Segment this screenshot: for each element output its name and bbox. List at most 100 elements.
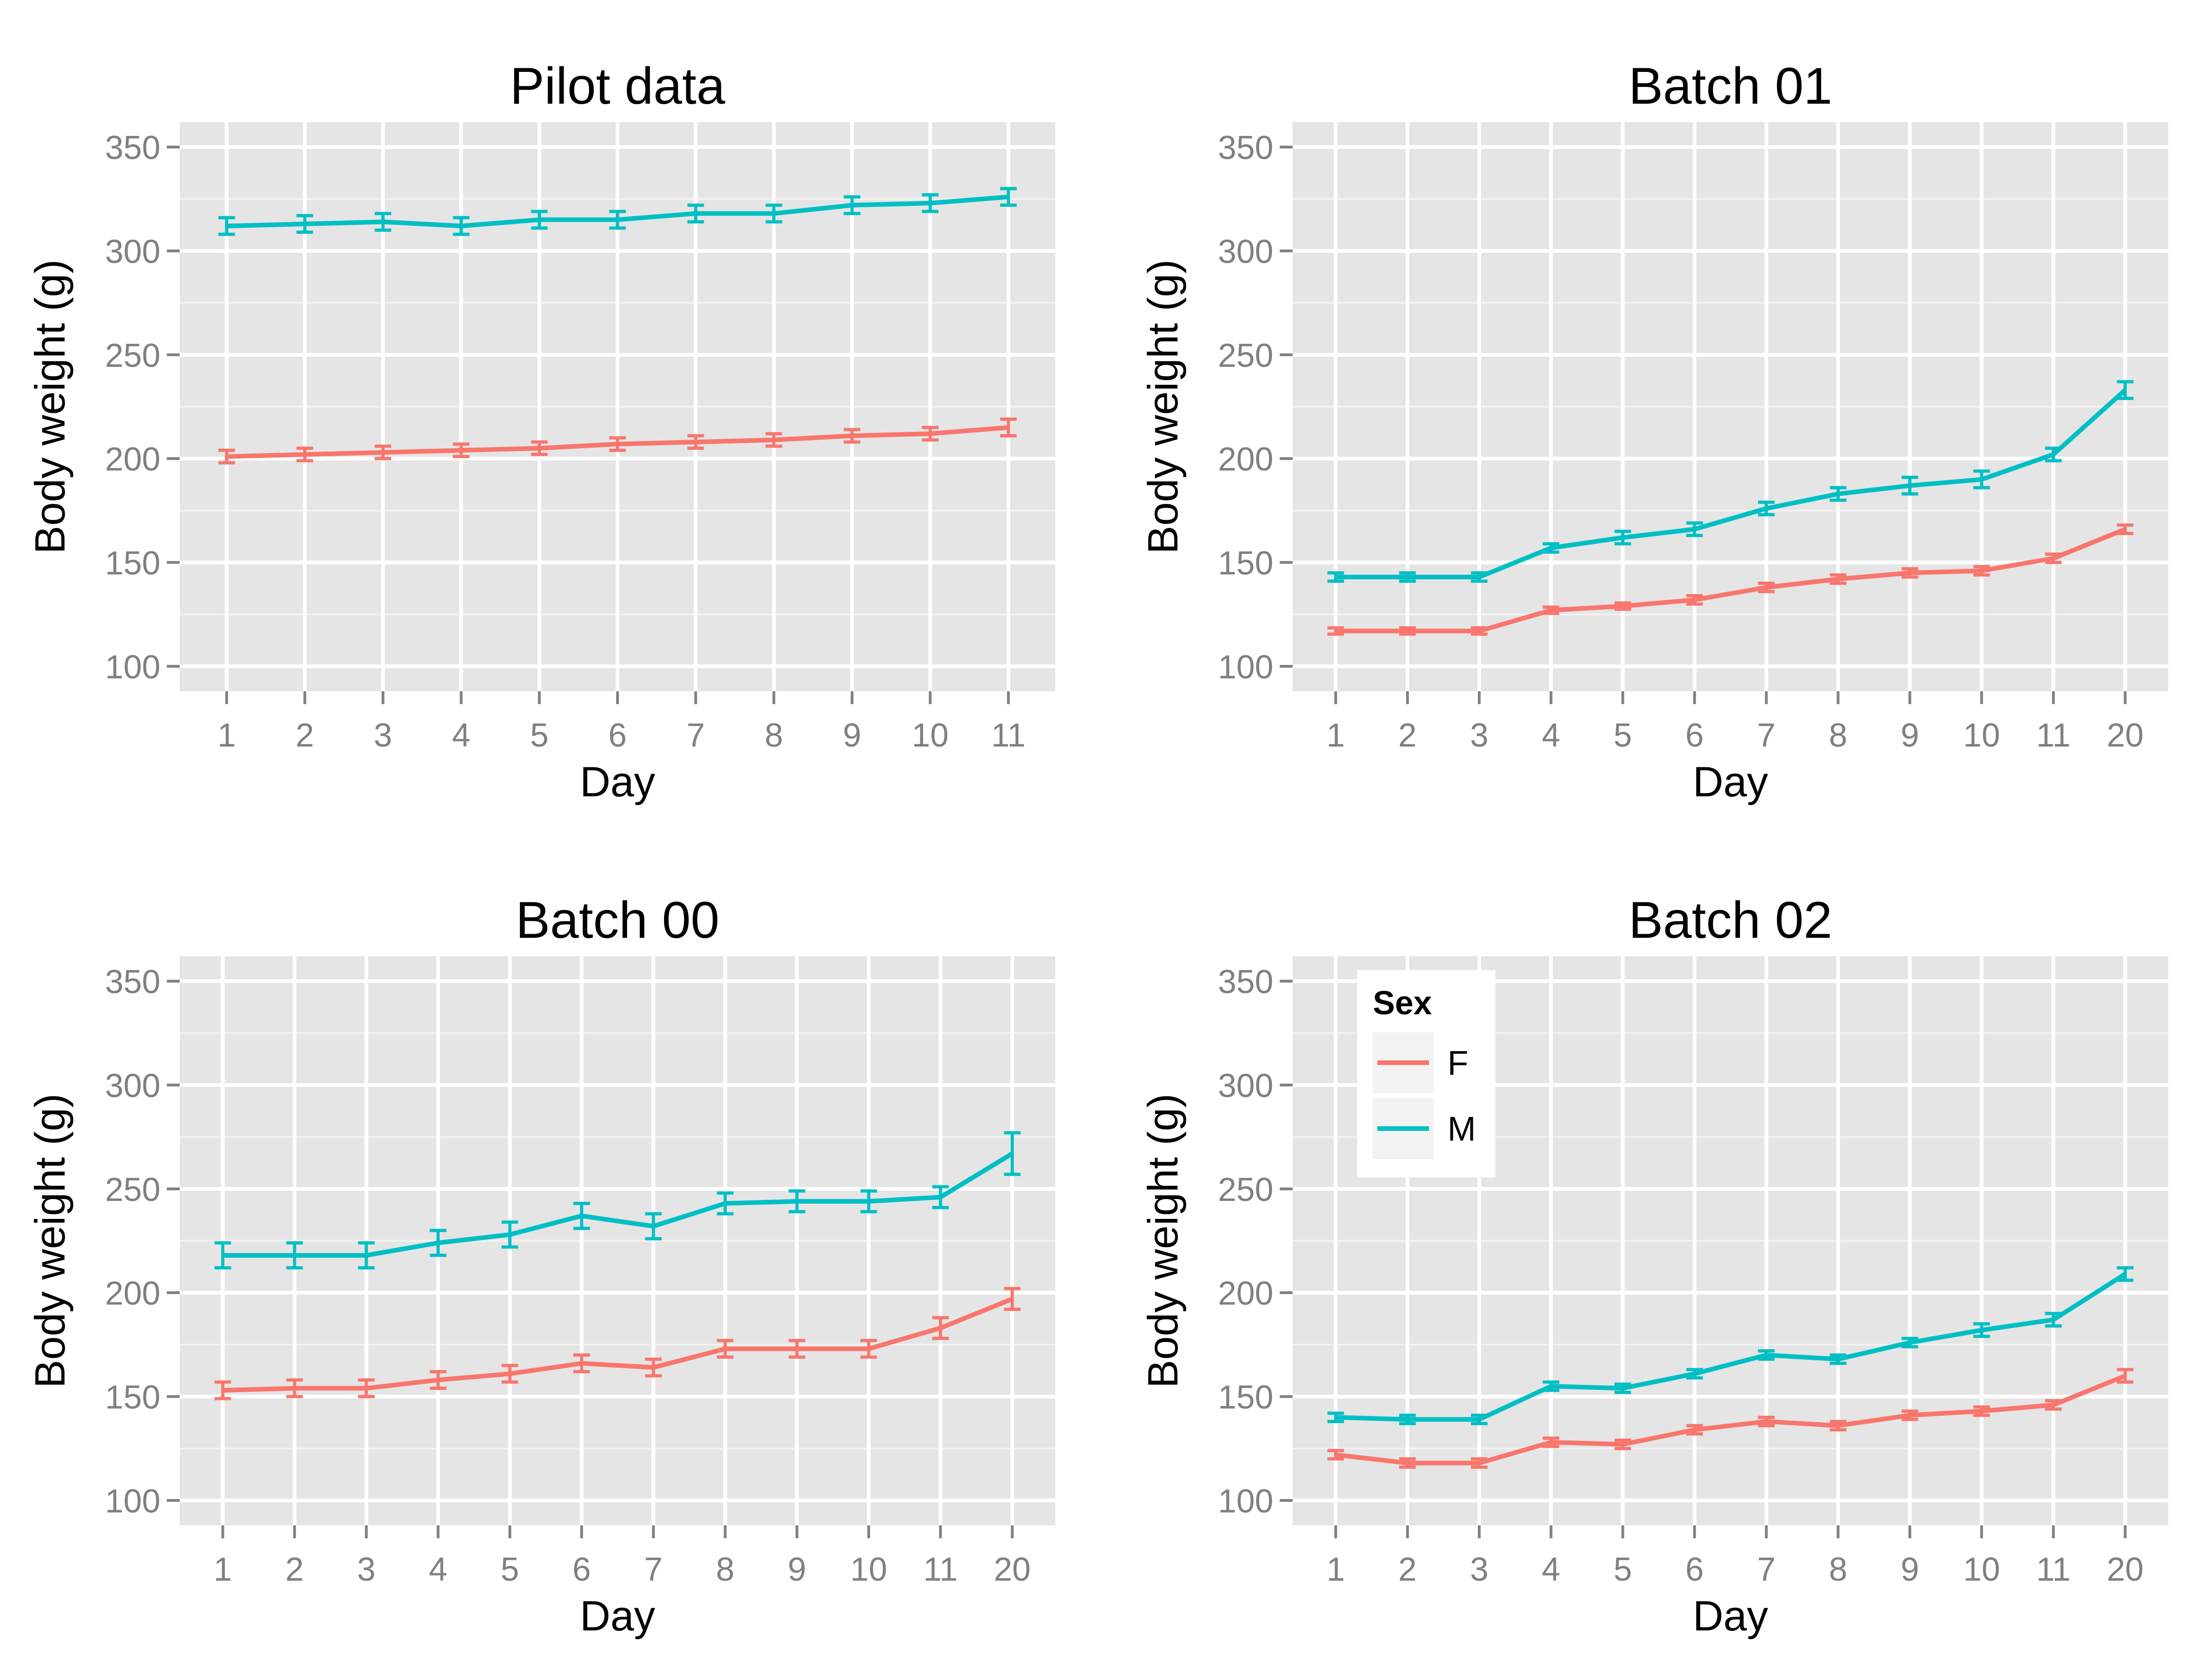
error-bar xyxy=(1686,1424,1703,1436)
error-bar xyxy=(1758,500,1775,517)
error-bar xyxy=(1758,1416,1775,1428)
x-tick-label: 2 xyxy=(1398,1551,1417,1588)
error-bar xyxy=(788,1189,806,1213)
data-point xyxy=(1765,1353,1768,1357)
x-tick-label: 11 xyxy=(2036,717,2071,754)
data-point xyxy=(1765,586,1768,589)
y-tick-label: 250 xyxy=(105,1171,160,1208)
error-bar xyxy=(1830,486,1847,502)
x-tick-label: 6 xyxy=(572,1551,591,1588)
series-F xyxy=(218,418,1017,465)
data-point xyxy=(1549,1441,1553,1444)
error-bar xyxy=(1542,605,1559,615)
error-bar xyxy=(286,1378,303,1399)
series-line xyxy=(223,1151,1014,1258)
data-point xyxy=(616,218,619,221)
chart-1: 100 150 200 250 300 350 1 2 3 4 5 6 7 8 9 10 11 20 Batch 0… xyxy=(1140,57,2168,806)
error-bar xyxy=(765,432,782,448)
error-bar xyxy=(531,210,548,230)
x-tick-label: 20 xyxy=(2107,1551,2144,1588)
data-point xyxy=(293,1387,296,1390)
legend: Sex FM xyxy=(1357,970,1495,1177)
y-tick-label: 250 xyxy=(1218,1171,1273,1208)
data-point xyxy=(2052,1403,2055,1406)
series-F xyxy=(1327,1368,2134,1469)
x-tick-label: 20 xyxy=(994,1551,1031,1588)
data-point xyxy=(436,1241,440,1245)
x-tick-label: 10 xyxy=(912,717,949,754)
error-bar xyxy=(218,216,235,236)
data-point xyxy=(365,1387,368,1390)
data-point xyxy=(2052,453,2055,456)
error-bar xyxy=(609,210,626,230)
error-bar xyxy=(2045,1312,2062,1328)
error-bar xyxy=(531,440,548,456)
x-tick-label: 7 xyxy=(1757,1551,1776,1588)
data-point xyxy=(1334,576,1337,579)
error-bar xyxy=(1471,626,1488,636)
series-line xyxy=(1335,1272,2127,1422)
error-bar xyxy=(375,444,392,460)
data-point xyxy=(580,1362,583,1365)
error-bar xyxy=(1901,476,1918,496)
series-M xyxy=(218,187,1017,236)
data-point xyxy=(652,1366,655,1369)
series-M xyxy=(1327,1266,2134,1425)
data-point xyxy=(1477,576,1481,579)
data-point xyxy=(508,1233,512,1236)
error-bar xyxy=(1830,1353,1847,1365)
error-bar xyxy=(1327,626,1344,636)
data-point xyxy=(1693,1428,1696,1431)
data-point xyxy=(1406,1418,1409,1421)
x-tick-label: 1 xyxy=(1326,1551,1345,1588)
data-point xyxy=(436,1378,440,1382)
data-point xyxy=(939,1195,942,1199)
data-point xyxy=(1980,1329,1983,1332)
x-tick-label: 7 xyxy=(1757,717,1776,754)
error-bar xyxy=(1542,542,1559,554)
y-tick-label: 150 xyxy=(105,545,160,582)
data-point xyxy=(1477,1461,1481,1465)
x-tick-label: 4 xyxy=(1542,717,1560,754)
error-bar xyxy=(2117,380,2134,400)
legend-label: F xyxy=(1447,1044,1468,1082)
error-bar xyxy=(1471,1413,1488,1425)
data-point xyxy=(795,1347,799,1350)
data-point xyxy=(1836,1358,1840,1361)
data-point xyxy=(1980,1410,1983,1413)
data-point xyxy=(1549,546,1553,549)
error-bar xyxy=(843,428,860,444)
data-point xyxy=(2052,1318,2055,1321)
data-point xyxy=(1836,1424,1840,1427)
data-point xyxy=(1406,576,1409,579)
error-bar xyxy=(922,193,939,213)
error-bar xyxy=(1399,1413,1416,1425)
x-tick-label: 8 xyxy=(716,1551,735,1588)
data-point xyxy=(1908,571,1912,575)
data-point xyxy=(652,1224,655,1228)
x-tick-label: 2 xyxy=(295,717,314,754)
x-tick-label: 6 xyxy=(1685,717,1704,754)
error-bar xyxy=(1758,1349,1775,1361)
x-tick-label: 9 xyxy=(1900,717,1919,754)
x-tick-label: 4 xyxy=(429,1551,447,1588)
x-tick-label: 5 xyxy=(500,1551,519,1588)
y-tick-label: 300 xyxy=(105,233,160,270)
y-tick-label: 150 xyxy=(1218,1379,1273,1416)
x-tick-label: 9 xyxy=(788,1551,806,1588)
y-tick-label: 150 xyxy=(1218,545,1273,582)
data-point xyxy=(459,224,463,228)
x-tick-label: 1 xyxy=(1326,717,1345,754)
x-tick-label: 3 xyxy=(1470,1551,1488,1588)
data-point xyxy=(867,1200,871,1203)
y-axis-title: Body weight (g) xyxy=(1140,1094,1187,1388)
data-point xyxy=(221,1254,224,1257)
error-bar xyxy=(1901,1409,1918,1421)
data-point xyxy=(382,220,385,224)
legend-item-F: F xyxy=(1373,1032,1468,1093)
error-bar xyxy=(687,203,704,224)
x-tick-label: 3 xyxy=(357,1551,376,1588)
error-bar xyxy=(1000,187,1017,207)
error-bar xyxy=(358,1378,375,1399)
error-bar xyxy=(765,203,782,224)
